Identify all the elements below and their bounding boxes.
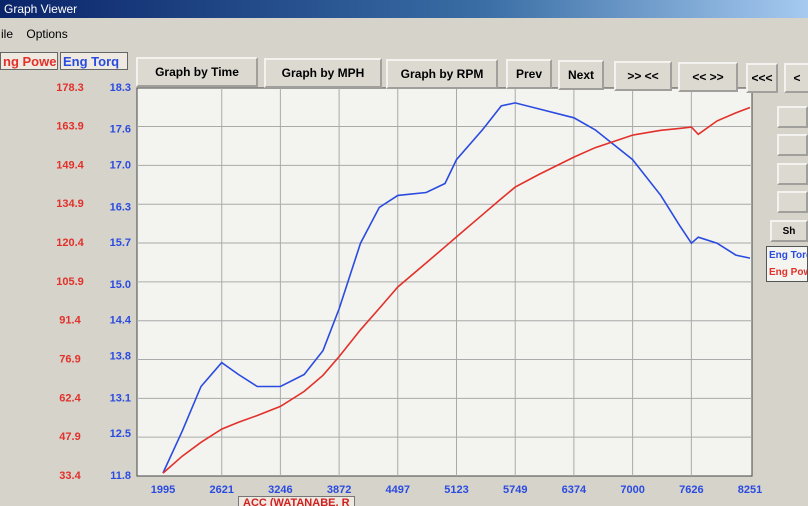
x-tick-label: 1995	[151, 484, 175, 496]
y2-tick-label: 14.4	[110, 315, 132, 327]
window-title: Graph Viewer	[0, 0, 808, 18]
scroll-down-fast[interactable]	[777, 191, 808, 213]
x-tick-label: 7000	[620, 484, 644, 496]
y-tick-label: 76.9	[59, 353, 80, 365]
y2-tick-label: 17.6	[110, 124, 131, 136]
y-tick-label: 120.4	[56, 237, 84, 249]
legend-entry: Eng Torq	[769, 250, 808, 261]
y2-tick-label: 15.7	[110, 237, 131, 249]
y-tick-label: 33.4	[59, 470, 81, 482]
scroll-up-fast[interactable]	[777, 106, 808, 128]
toolbar-button[interactable]: Graph by RPM	[386, 58, 498, 89]
y2-tick-label: 18.3	[110, 82, 131, 94]
x-tick-label: 5123	[444, 484, 468, 496]
toolbar-button[interactable]: <	[784, 63, 808, 94]
x-tick-label: 5749	[503, 484, 527, 496]
show-button[interactable]: Sh	[770, 220, 808, 242]
y-tick-label: 105.9	[56, 276, 84, 288]
menu-item[interactable]: Options	[26, 27, 68, 41]
y-tick-label: 149.4	[56, 159, 84, 171]
y2-tick-label: 15.0	[110, 279, 131, 291]
y-tick-label: 91.4	[59, 315, 81, 327]
y2-tick-label: 17.0	[110, 160, 131, 172]
y-tick-label: 62.4	[59, 392, 81, 404]
toolbar-button[interactable]: Graph by Time	[136, 57, 258, 87]
toolbar-button[interactable]: >> <<	[614, 61, 672, 91]
x-tick-label: 6374	[562, 484, 587, 496]
x-tick-label: 7626	[679, 484, 703, 496]
toolbar-button[interactable]: <<<	[746, 62, 778, 93]
series-line	[162, 102, 751, 474]
y-tick-label: 134.9	[56, 198, 84, 210]
legend: Eng Torq Eng Pow	[766, 246, 808, 282]
scroll-up[interactable]	[777, 134, 808, 156]
y-tick-label: 163.9	[56, 120, 84, 132]
y2-tick-label: 13.1	[110, 392, 131, 404]
y-tick-label: 47.9	[59, 431, 80, 443]
y2-tick-label: 11.8	[110, 470, 131, 482]
toolbar-button[interactable]: Prev	[506, 59, 552, 90]
y2-tick-label: 13.8	[110, 351, 131, 363]
menu-bar: ile Options	[0, 27, 78, 45]
y2-tick-label: 16.3	[110, 201, 131, 213]
x-tick-label: 2621	[209, 484, 233, 496]
x-tick-label: 4497	[386, 484, 410, 496]
scroll-down[interactable]	[777, 163, 808, 185]
toolbar-button[interactable]: Graph by MPH	[264, 57, 382, 88]
x-tick-label: 3872	[327, 484, 351, 496]
x-tick-label: 8251	[738, 484, 762, 496]
y-tick-label: 178.3	[56, 82, 84, 94]
legend-entry: Eng Pow	[769, 267, 808, 278]
x-tick-label: 3246	[268, 484, 292, 496]
series-line	[162, 106, 751, 474]
toolbar-button[interactable]: << >>	[678, 61, 738, 92]
toolbar-button[interactable]: Next	[558, 60, 604, 91]
status-text: ACC (WATANABE, R	[238, 496, 355, 506]
y2-tick-label: 12.5	[110, 428, 131, 440]
power-axis-tab[interactable]: ng Powe	[0, 52, 58, 70]
torque-axis-tab[interactable]: Eng Torq	[60, 52, 128, 70]
menu-item[interactable]: ile	[1, 27, 14, 41]
